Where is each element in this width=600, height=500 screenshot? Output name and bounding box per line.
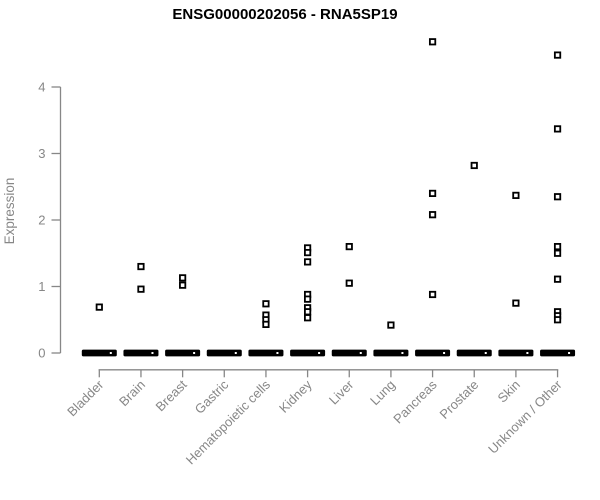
data-point <box>428 38 437 46</box>
data-point <box>553 125 562 133</box>
y-axis-title: Expression <box>2 178 17 245</box>
data-point <box>512 191 520 199</box>
x-tick-label: Bladder <box>64 377 107 420</box>
data-point <box>512 299 520 307</box>
zero-bar-marker-gap <box>443 352 446 354</box>
zero-bars <box>81 349 576 357</box>
zero-bar-marker-gap <box>193 352 196 354</box>
data-point <box>345 279 353 287</box>
zero-bar <box>248 349 284 357</box>
data-point <box>137 285 145 293</box>
x-tick-label: Skin <box>495 377 523 405</box>
zero-bar-marker-gap <box>568 352 571 354</box>
x-tick-label: Unknown / Other <box>485 377 565 457</box>
zero-bar <box>165 349 201 357</box>
zero-bar-marker-gap <box>276 352 279 354</box>
data-point <box>345 242 353 251</box>
y-tick-label: 1 <box>38 279 45 294</box>
zero-bar-marker-gap <box>401 352 404 354</box>
data-point <box>303 258 312 266</box>
zero-bar <box>540 349 576 357</box>
data-point <box>553 275 562 283</box>
zero-bar-marker-gap <box>151 352 154 354</box>
x-tick-label: Breast <box>153 377 190 414</box>
data-point <box>303 308 312 316</box>
x-tick-label: Brain <box>116 377 148 409</box>
data-point <box>553 193 562 201</box>
data-point <box>428 211 437 219</box>
x-tick-label: Kidney <box>276 377 315 416</box>
zero-bar-marker-gap <box>359 352 362 354</box>
data-point <box>553 249 562 257</box>
x-tick-label: Prostate <box>437 377 482 422</box>
chart-title: ENSG00000202056 - RNA5SP19 <box>172 6 398 23</box>
data-point <box>428 290 437 299</box>
data-point <box>137 262 145 271</box>
zero-bar <box>290 349 326 357</box>
zero-bar <box>456 349 492 357</box>
zero-bar <box>415 349 451 357</box>
data-point <box>303 295 312 303</box>
zero-bar-marker-gap <box>484 352 487 354</box>
data-point <box>553 51 562 59</box>
y-tick-label: 3 <box>38 146 45 161</box>
y-axis: 0 1 2 3 4 <box>38 80 62 361</box>
zero-bar-marker-gap <box>318 352 321 354</box>
data-point <box>553 242 562 251</box>
y-tick-label: 0 <box>38 346 45 361</box>
zero-bar-marker-gap <box>109 352 112 354</box>
zero-bar <box>81 349 117 357</box>
data-point <box>303 248 312 257</box>
zero-bar <box>373 349 409 357</box>
data-point <box>470 161 478 170</box>
y-tick-label: 4 <box>38 80 45 95</box>
data-point <box>95 303 103 311</box>
data-point <box>387 321 395 329</box>
zero-bar <box>331 349 367 357</box>
data-point <box>262 320 270 329</box>
x-tick-label: Liver <box>326 377 357 408</box>
zero-bar <box>206 349 242 357</box>
x-tick-label: Pancreas <box>390 377 440 427</box>
data-point <box>428 189 437 197</box>
x-tick-label: Gastric <box>192 377 232 417</box>
zero-bar <box>498 349 534 357</box>
zero-bar-marker-gap <box>526 352 529 354</box>
y-tick-label: 2 <box>38 213 45 228</box>
data-points <box>95 38 562 329</box>
data-point <box>262 300 270 308</box>
data-point <box>179 281 187 289</box>
x-tick-label: Lung <box>367 377 398 408</box>
data-point <box>179 274 187 282</box>
zero-bar-marker-gap <box>234 352 237 354</box>
data-point <box>553 316 562 324</box>
data-point <box>303 314 312 322</box>
zero-bar <box>123 349 159 357</box>
